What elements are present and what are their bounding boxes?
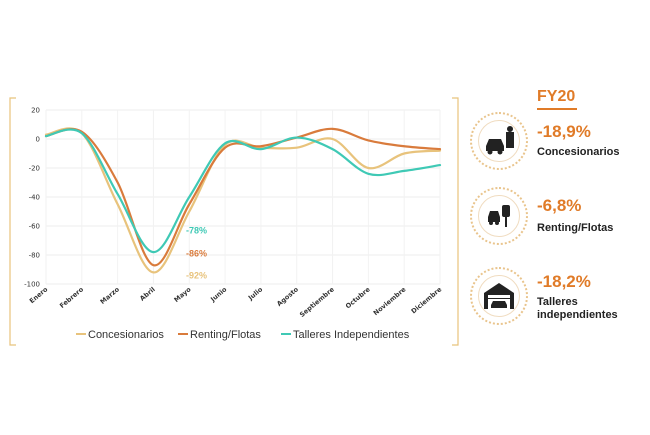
legend-label: Talleres Independientes [293, 329, 410, 341]
y-tick-label: -80 [29, 252, 40, 260]
y-tick-label: -100 [24, 281, 40, 289]
garage-icon [470, 267, 528, 325]
annotation-label: -92% [186, 270, 207, 280]
stat-value-renting: -6,8% [537, 196, 582, 215]
x-tick-label: Noviembre [372, 285, 408, 317]
x-tick-label: Septiembre [298, 285, 336, 319]
y-tick-label: -60 [29, 223, 40, 231]
legend: Concesionarios Renting/Flotas Talleres Ind… [76, 329, 410, 341]
series-lines [44, 127, 442, 274]
right-bracket [452, 97, 459, 346]
car-keys-icon [470, 187, 528, 245]
left-bracket [9, 97, 16, 346]
x-tick-label: Marzo [99, 285, 122, 306]
legend-label: Renting/Flotas [190, 329, 261, 341]
series-line-2 [44, 128, 442, 254]
y-tick-label: 0 [36, 136, 40, 144]
stat-label-renting: Renting/Flotas [537, 222, 614, 234]
x-tick-label: Diciembre [410, 285, 444, 315]
x-tick-label: Junio [208, 285, 228, 304]
x-tick-label: Octubre [344, 285, 372, 310]
summary-title: FY20 [537, 88, 576, 105]
legend-label: Concesionarios [88, 329, 164, 341]
y-axis: 20 0 -20 -40 -60 -80 -100 [24, 107, 40, 289]
x-tick-label: Febrero [58, 285, 85, 310]
y-tick-label: 20 [31, 107, 40, 115]
x-tick-label: Mayo [173, 285, 193, 304]
annotations: -78% -86% -92% [186, 225, 207, 280]
stat-label-concesionarios: Concesionarios [537, 146, 620, 158]
dealership-car-icon [470, 112, 528, 170]
stat-value-concesionarios: -18,9% [537, 122, 591, 141]
x-tick-label: Abril [138, 285, 156, 302]
series-line-0 [44, 127, 442, 274]
y-tick-label: -40 [29, 194, 40, 202]
stat-label-talleres: Talleres independientes [537, 296, 618, 321]
x-tick-label: Agosto [275, 285, 300, 308]
summary-title-underline [537, 108, 577, 110]
x-tick-label: Julio [246, 285, 265, 302]
grid-lines [45, 109, 441, 285]
stat-value-talleres: -18,2% [537, 272, 591, 291]
series-line-1 [44, 127, 442, 267]
annotation-label: -78% [186, 225, 207, 235]
annotation-label: -86% [186, 249, 207, 259]
x-axis: Enero Febrero Marzo Abril Mayo Junio Julio Agos… [28, 285, 444, 319]
y-tick-label: -20 [29, 165, 40, 173]
